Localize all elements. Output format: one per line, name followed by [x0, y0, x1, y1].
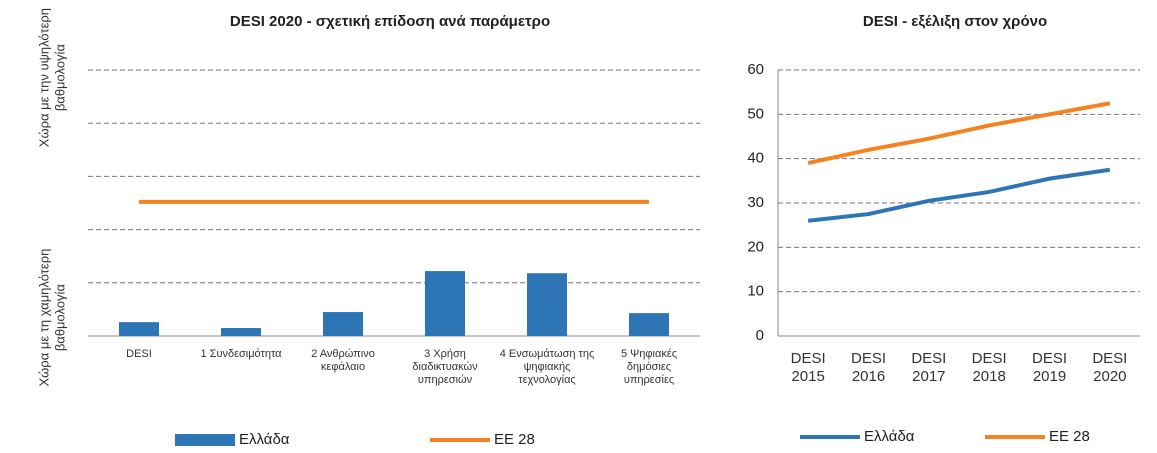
x-tick-label: 4 Ενσωμάτωση της ψηφιακής τεχνολογίας — [499, 348, 595, 387]
y-tick-label: 30 — [747, 194, 764, 211]
x-tick-label: DESI 2015 — [790, 350, 826, 385]
chart-title: DESI - εξέλιξη στον χρόνο — [863, 13, 1047, 30]
x-tick-label: 5 Ψηφιακές δημόσιες υπηρεσίες — [620, 348, 678, 387]
y-tick-label: 40 — [747, 150, 764, 167]
line — [807, 101, 1111, 166]
bar — [119, 322, 159, 336]
legend-label: ΕΕ 28 — [1049, 428, 1090, 445]
bar — [425, 271, 465, 336]
legend-label: Ελλάδα — [239, 431, 290, 448]
x-tick-label: DESI 2019 — [1031, 350, 1067, 385]
x-tick-label: DESI 2017 — [911, 350, 947, 385]
y-tick-label: 10 — [747, 283, 764, 300]
x-tick-label: 1 Συνδεσιμότητα — [200, 348, 282, 360]
legend-label: Ελλάδα — [864, 428, 915, 445]
bar — [629, 313, 669, 336]
line — [807, 167, 1111, 223]
legend-swatch — [175, 434, 235, 446]
x-tick-label: 3 Χρήση διαδικτυακών υπηρεσιών — [412, 348, 478, 387]
y-label: Χώρα με την υψηλότερη βαθμολογία — [36, 7, 67, 148]
y-tick-label: 60 — [747, 61, 764, 78]
y-tick-label: 50 — [747, 105, 764, 122]
x-tick-label: DESI 2016 — [850, 350, 886, 385]
bar — [527, 273, 567, 336]
y-tick-label: 20 — [747, 238, 764, 255]
x-tick-label: DESI 2018 — [971, 350, 1007, 385]
bar — [221, 328, 261, 336]
bar — [323, 312, 363, 336]
x-tick-label: DESI — [126, 348, 152, 360]
y-tick-label: 0 — [756, 327, 764, 344]
legend-label: ΕΕ 28 — [494, 431, 535, 448]
y-label: Χώρα με τη χαμηλότερη βαθμολογία — [36, 248, 67, 387]
chart-title: DESI 2020 - σχετική επίδοση ανά παράμετρ… — [230, 13, 550, 30]
x-tick-label: DESI 2020 — [1092, 350, 1128, 385]
x-tick-label: 2 Ανθρώπινο κεφάλαιο — [311, 348, 375, 374]
